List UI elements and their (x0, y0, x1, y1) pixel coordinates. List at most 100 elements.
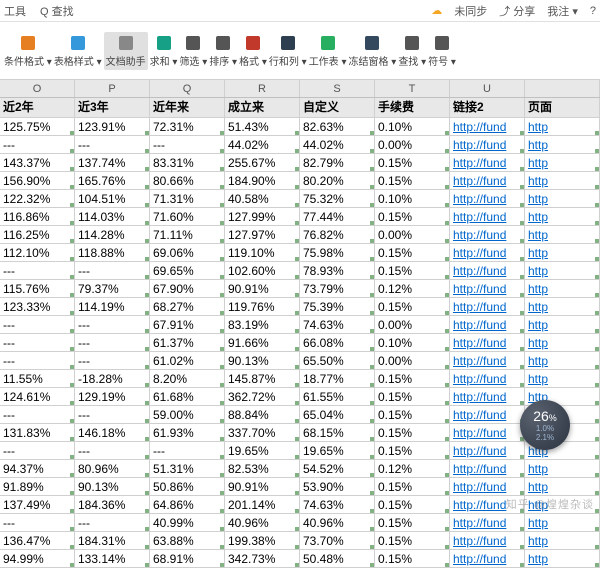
data-cell[interactable]: 64.86% (150, 496, 225, 513)
link-cell[interactable]: http://fund (450, 136, 525, 153)
data-cell[interactable]: 83.31% (150, 154, 225, 171)
data-cell[interactable]: 114.28% (75, 226, 150, 243)
link-cell[interactable]: http (525, 262, 600, 279)
data-cell[interactable]: 116.86% (0, 208, 75, 225)
data-cell[interactable]: 136.47% (0, 532, 75, 549)
data-cell[interactable]: 73.70% (300, 532, 375, 549)
data-cell[interactable]: 76.82% (300, 226, 375, 243)
data-cell[interactable]: 67.91% (150, 316, 225, 333)
data-cell[interactable]: --- (75, 334, 150, 351)
data-cell[interactable]: 80.66% (150, 172, 225, 189)
data-cell[interactable]: 68.15% (300, 424, 375, 441)
data-cell[interactable]: 0.15% (375, 208, 450, 225)
data-cell[interactable]: 94.37% (0, 460, 75, 477)
data-cell[interactable]: 71.31% (150, 190, 225, 207)
link-cell[interactable]: http://fund (450, 154, 525, 171)
data-cell[interactable]: 79.37% (75, 280, 150, 297)
data-cell[interactable]: 0.00% (375, 316, 450, 333)
data-cell[interactable]: 82.53% (225, 460, 300, 477)
ribbon-筛选[interactable]: 筛选 ▾ (179, 34, 207, 68)
data-cell[interactable]: 114.19% (75, 298, 150, 315)
data-cell[interactable]: 50.48% (300, 550, 375, 567)
data-cell[interactable]: 69.65% (150, 262, 225, 279)
data-cell[interactable]: --- (75, 514, 150, 531)
data-cell[interactable]: 8.20% (150, 370, 225, 387)
data-cell[interactable]: --- (0, 442, 75, 459)
share-button[interactable]: ⤴ 分享 (499, 3, 535, 19)
data-cell[interactable]: 78.93% (300, 262, 375, 279)
link-cell[interactable]: http (525, 190, 600, 207)
ribbon-行和列[interactable]: 行和列 ▾ (269, 34, 307, 68)
data-cell[interactable]: 0.12% (375, 460, 450, 477)
data-cell[interactable]: 71.11% (150, 226, 225, 243)
data-cell[interactable]: 137.74% (75, 154, 150, 171)
column-letter[interactable]: R (225, 80, 300, 97)
data-cell[interactable]: 255.67% (225, 154, 300, 171)
data-cell[interactable]: --- (0, 262, 75, 279)
data-cell[interactable]: 102.60% (225, 262, 300, 279)
data-cell[interactable]: 0.15% (375, 442, 450, 459)
data-cell[interactable]: 199.38% (225, 532, 300, 549)
data-cell[interactable]: -18.28% (75, 370, 150, 387)
data-cell[interactable]: 0.00% (375, 136, 450, 153)
data-cell[interactable]: 0.15% (375, 262, 450, 279)
data-cell[interactable]: 72.31% (150, 118, 225, 135)
ribbon-表格样式[interactable]: 表格样式 ▾ (54, 34, 102, 68)
link-cell[interactable]: http (525, 298, 600, 315)
data-cell[interactable]: 67.90% (150, 280, 225, 297)
data-cell[interactable]: 0.15% (375, 496, 450, 513)
data-cell[interactable]: 0.15% (375, 478, 450, 495)
link-cell[interactable]: http (525, 352, 600, 369)
data-cell[interactable]: 61.02% (150, 352, 225, 369)
data-cell[interactable]: 71.60% (150, 208, 225, 225)
data-cell[interactable]: 65.04% (300, 406, 375, 423)
ribbon-工作表[interactable]: 工作表 ▾ (309, 34, 347, 68)
link-cell[interactable]: http://fund (450, 442, 525, 459)
data-cell[interactable]: 75.32% (300, 190, 375, 207)
link-cell[interactable]: http://fund (450, 478, 525, 495)
data-cell[interactable]: 131.83% (0, 424, 75, 441)
data-cell[interactable]: 80.96% (75, 460, 150, 477)
link-cell[interactable]: http (525, 478, 600, 495)
link-cell[interactable]: http (525, 334, 600, 351)
data-cell[interactable]: 0.15% (375, 532, 450, 549)
link-cell[interactable]: http://fund (450, 118, 525, 135)
data-cell[interactable]: 61.93% (150, 424, 225, 441)
ribbon-符号[interactable]: 符号 ▾ (428, 34, 456, 68)
data-cell[interactable]: 0.10% (375, 190, 450, 207)
data-cell[interactable]: 40.96% (225, 514, 300, 531)
help-icon[interactable]: ? (590, 5, 596, 17)
data-cell[interactable]: 0.00% (375, 226, 450, 243)
data-cell[interactable]: 90.13% (75, 478, 150, 495)
menu-find[interactable]: Q 查找 (40, 3, 74, 19)
sync-status[interactable]: 未同步 (454, 3, 487, 19)
data-cell[interactable]: 0.15% (375, 550, 450, 567)
data-cell[interactable]: 83.19% (225, 316, 300, 333)
header-cell[interactable]: 近3年 (75, 98, 150, 117)
link-cell[interactable]: http://fund (450, 406, 525, 423)
data-cell[interactable]: 59.00% (150, 406, 225, 423)
data-cell[interactable]: 0.15% (375, 370, 450, 387)
data-cell[interactable]: 74.63% (300, 316, 375, 333)
link-cell[interactable]: http://fund (450, 550, 525, 567)
data-cell[interactable]: 75.39% (300, 298, 375, 315)
link-cell[interactable]: http (525, 172, 600, 189)
link-cell[interactable]: http (525, 136, 600, 153)
data-cell[interactable]: 337.70% (225, 424, 300, 441)
data-cell[interactable]: 75.98% (300, 244, 375, 261)
header-cell[interactable]: 链接2 (450, 98, 525, 117)
data-cell[interactable]: 0.10% (375, 118, 450, 135)
link-cell[interactable]: http (525, 460, 600, 477)
data-cell[interactable]: 77.44% (300, 208, 375, 225)
link-cell[interactable]: http://fund (450, 316, 525, 333)
data-cell[interactable]: 19.65% (300, 442, 375, 459)
data-cell[interactable]: --- (75, 316, 150, 333)
data-cell[interactable]: 63.88% (150, 532, 225, 549)
link-cell[interactable]: http://fund (450, 334, 525, 351)
data-cell[interactable]: 50.86% (150, 478, 225, 495)
data-cell[interactable]: 91.66% (225, 334, 300, 351)
data-cell[interactable]: --- (0, 136, 75, 153)
data-cell[interactable]: 74.63% (300, 496, 375, 513)
data-cell[interactable]: --- (75, 262, 150, 279)
data-cell[interactable]: 133.14% (75, 550, 150, 567)
